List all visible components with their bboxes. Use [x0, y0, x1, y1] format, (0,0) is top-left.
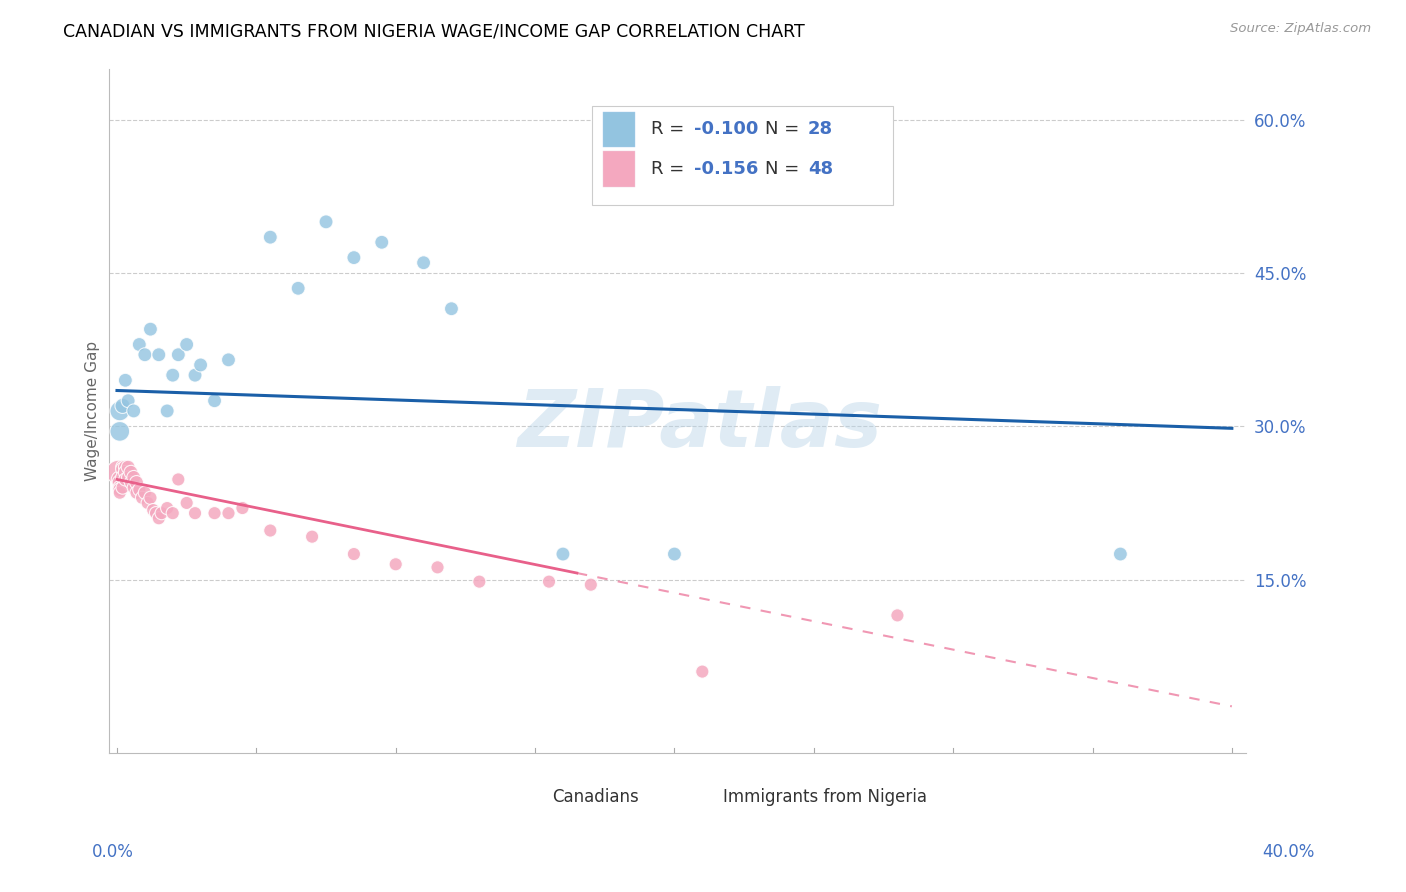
Point — [664, 547, 686, 561]
Point — [184, 506, 207, 520]
Text: -0.156: -0.156 — [695, 161, 759, 178]
Point — [117, 393, 139, 408]
FancyBboxPatch shape — [689, 783, 714, 810]
Point — [120, 465, 142, 479]
Text: N =: N = — [765, 120, 804, 138]
Point — [108, 485, 131, 500]
Text: ZIPatlas: ZIPatlas — [517, 385, 883, 464]
Point — [128, 483, 150, 497]
Point — [167, 472, 190, 486]
Point — [108, 475, 131, 490]
Text: R =: R = — [651, 161, 690, 178]
Point — [231, 501, 253, 516]
Point — [107, 465, 129, 479]
Point — [315, 215, 337, 229]
Point — [125, 485, 148, 500]
Point — [136, 496, 159, 510]
Point — [122, 404, 145, 418]
Text: Canadians: Canadians — [553, 788, 638, 805]
FancyBboxPatch shape — [517, 783, 543, 810]
Point — [111, 481, 134, 495]
Point — [114, 465, 136, 479]
FancyBboxPatch shape — [603, 152, 636, 187]
Point — [162, 506, 184, 520]
Point — [114, 460, 136, 475]
Point — [301, 530, 323, 544]
Point — [156, 501, 179, 516]
Point — [287, 281, 309, 295]
Point — [190, 358, 212, 372]
Point — [150, 506, 173, 520]
Point — [122, 470, 145, 484]
Text: 48: 48 — [808, 161, 834, 178]
Point — [886, 608, 908, 623]
Point — [142, 503, 165, 517]
Point — [111, 462, 134, 476]
Point — [343, 251, 366, 265]
Text: Source: ZipAtlas.com: Source: ZipAtlas.com — [1230, 22, 1371, 36]
FancyBboxPatch shape — [603, 112, 636, 147]
Point — [134, 485, 156, 500]
Point — [108, 483, 131, 497]
Point — [204, 506, 226, 520]
Point — [148, 348, 170, 362]
Point — [371, 235, 394, 250]
Point — [117, 460, 139, 475]
Point — [176, 496, 198, 510]
Point — [122, 481, 145, 495]
Point — [117, 470, 139, 484]
Point — [259, 524, 281, 538]
Text: N =: N = — [765, 161, 804, 178]
Point — [204, 393, 226, 408]
Y-axis label: Wage/Income Gap: Wage/Income Gap — [86, 341, 100, 481]
Point — [218, 352, 240, 367]
Point — [134, 348, 156, 362]
Point — [148, 511, 170, 525]
Point — [176, 337, 198, 351]
Text: R =: R = — [651, 120, 690, 138]
Point — [426, 560, 449, 574]
Point — [551, 547, 574, 561]
Text: 40.0%: 40.0% — [1263, 843, 1315, 861]
Text: 28: 28 — [808, 120, 834, 138]
Point — [108, 425, 131, 439]
Point — [139, 322, 162, 336]
Text: Immigrants from Nigeria: Immigrants from Nigeria — [723, 788, 927, 805]
Point — [412, 256, 434, 270]
Point — [108, 481, 131, 495]
Point — [537, 574, 560, 589]
Point — [184, 368, 207, 383]
Point — [167, 348, 190, 362]
Point — [131, 491, 153, 505]
Point — [125, 475, 148, 490]
Text: -0.100: -0.100 — [695, 120, 759, 138]
Point — [111, 460, 134, 475]
Point — [139, 491, 162, 505]
Text: CANADIAN VS IMMIGRANTS FROM NIGERIA WAGE/INCOME GAP CORRELATION CHART: CANADIAN VS IMMIGRANTS FROM NIGERIA WAGE… — [63, 22, 806, 40]
Point — [114, 472, 136, 486]
Point — [384, 558, 406, 572]
FancyBboxPatch shape — [592, 106, 893, 205]
Point — [1109, 547, 1132, 561]
Point — [111, 399, 134, 413]
Text: 0.0%: 0.0% — [91, 843, 134, 861]
Point — [120, 475, 142, 490]
Point — [440, 301, 463, 316]
Point — [128, 337, 150, 351]
Point — [162, 368, 184, 383]
Point — [343, 547, 366, 561]
Point — [145, 506, 167, 520]
Point — [259, 230, 281, 244]
Point — [108, 472, 131, 486]
Point — [218, 506, 240, 520]
Point — [579, 578, 602, 592]
Point — [114, 373, 136, 387]
Point — [111, 470, 134, 484]
Point — [108, 404, 131, 418]
Point — [692, 665, 714, 679]
Point — [156, 404, 179, 418]
Point — [468, 574, 491, 589]
